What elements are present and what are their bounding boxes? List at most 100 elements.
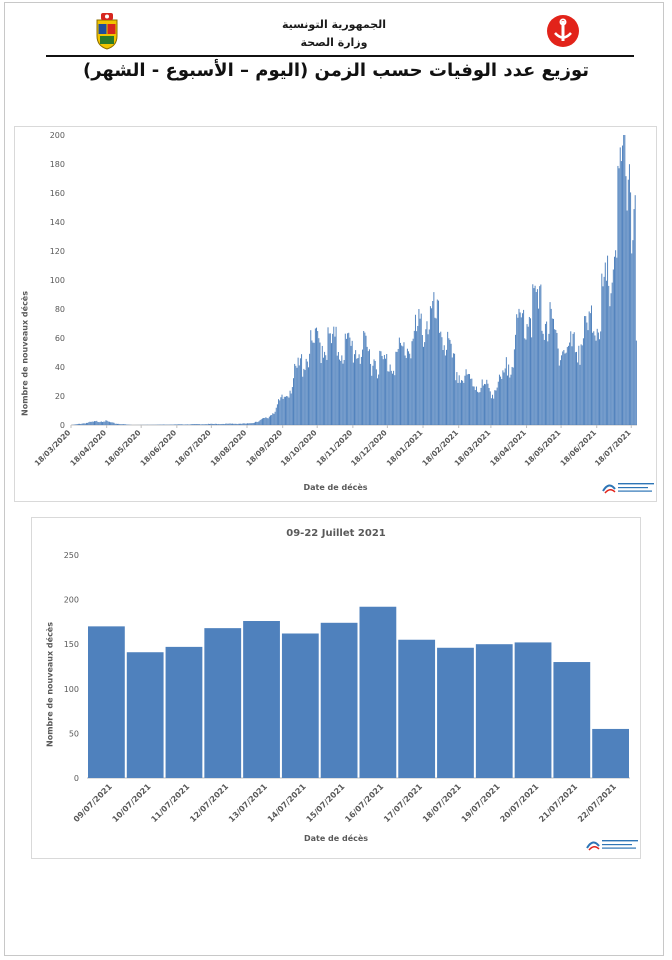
chart1-bar <box>444 355 446 425</box>
chart1-bar <box>75 424 77 425</box>
chart1-bar <box>286 396 288 425</box>
chart1-bar <box>397 348 399 425</box>
chart1-bar <box>325 355 327 425</box>
chart1-bar <box>480 387 482 425</box>
chart2-bar <box>320 622 358 778</box>
chart1-bar <box>364 332 366 425</box>
chart1-bar <box>582 338 584 425</box>
chart1-bar <box>428 329 430 425</box>
chart1-bar <box>191 424 193 425</box>
chart1-bar <box>267 418 269 425</box>
chart1-bar <box>459 382 461 425</box>
chart1-bar <box>257 422 259 425</box>
chart1-bar <box>112 422 114 425</box>
chart1-bar <box>296 367 298 425</box>
chart1-bar <box>117 423 118 425</box>
chart1-bar <box>452 353 454 425</box>
chart1-bar <box>195 424 197 425</box>
chart1-bar <box>589 313 591 425</box>
chart1-bar <box>335 326 337 425</box>
chart1-bar <box>553 318 554 425</box>
chart1-bar <box>612 269 614 425</box>
chart1-bar <box>386 354 388 425</box>
chart1-bar <box>466 374 468 425</box>
chart1-bar <box>121 424 123 425</box>
chart1-bar <box>106 420 108 425</box>
chart1-bar <box>181 424 183 425</box>
chart1-bar <box>108 421 110 425</box>
chart1-bar <box>441 337 443 425</box>
chart1-bar <box>283 396 285 425</box>
chart1-bar <box>227 423 229 425</box>
chart1-bar <box>252 422 254 425</box>
chart1-bar <box>442 349 444 425</box>
chart1-y-tick-label: 140 <box>50 218 65 227</box>
chart1-bar <box>83 423 85 425</box>
chart1-bar <box>559 360 561 425</box>
chart1-bar <box>562 351 564 425</box>
chart1-bar <box>405 358 407 425</box>
chart2-y-tick-label: 100 <box>64 685 79 694</box>
ministry-health-logo-icon <box>547 15 579 47</box>
chart1-bar <box>197 424 199 425</box>
chart1-bar <box>566 347 568 425</box>
chart1-bar <box>596 328 598 425</box>
chart1-bar <box>76 424 78 425</box>
chart1-bar <box>528 316 530 425</box>
chart1-bar <box>425 329 427 425</box>
chart1-bar <box>424 342 426 425</box>
chart1-bar <box>371 375 373 425</box>
chart1-bar <box>342 363 344 425</box>
chart1-bar <box>396 351 398 425</box>
chart-daily-deaths: 0 20 40 60 80 100 120 140 160 180 200 18/03/2020 18/… <box>14 126 657 502</box>
chart1-bar <box>238 423 240 425</box>
chart1-bar <box>472 386 474 425</box>
chart2-x-tick-label: 14/07/2021 <box>266 782 308 824</box>
chart1-bar <box>349 337 351 425</box>
chart1-bar <box>555 329 557 425</box>
chart1-bar <box>370 363 372 425</box>
chart1-bar <box>429 306 431 425</box>
chart1-bar <box>469 374 471 425</box>
chart1-bar <box>175 424 177 425</box>
chart1-y-tick-label: 60 <box>55 334 65 343</box>
chart1-bar <box>608 285 610 425</box>
chart1-bar <box>512 367 514 425</box>
chart1-bar <box>230 423 232 425</box>
chart1-bar <box>287 396 289 425</box>
chart1-bar <box>174 424 176 425</box>
chart1-bar <box>303 368 305 425</box>
chart1-bar <box>617 165 619 426</box>
chart1-bar <box>311 340 313 425</box>
chart1-x-tick-label: 18/05/2020 <box>103 428 143 468</box>
chart1-bar <box>398 337 400 425</box>
chart1-bar <box>623 135 625 425</box>
chart1-bar <box>251 423 253 425</box>
chart1-bar <box>435 318 437 425</box>
chart1-bar <box>99 421 101 425</box>
chart1-bar <box>221 423 223 425</box>
chart1-bar <box>215 423 217 425</box>
chart1-bar <box>603 276 605 425</box>
chart2-x-tick-label: 17/07/2021 <box>382 782 424 824</box>
chart1-bar <box>220 424 222 425</box>
chart1-bar <box>105 420 107 425</box>
chart1-bar <box>482 385 484 425</box>
chart1-x-tick-label: 18/08/2020 <box>209 428 249 468</box>
chart1-bar <box>362 349 364 425</box>
chart1-bar <box>493 398 495 425</box>
chart1-bar <box>256 421 258 425</box>
chart1-bar <box>490 398 492 425</box>
chart1-bar <box>318 338 320 425</box>
chart1-bar <box>233 423 235 425</box>
chart1-bar <box>90 421 92 425</box>
chart1-bar <box>87 422 89 425</box>
chart1-bar <box>556 332 558 425</box>
chart1-bar <box>356 358 358 425</box>
chart1-bar <box>578 345 580 425</box>
chart-weekly-deaths: 09-22 Juillet 2021 0 50 100 150 200 250 09/07/… <box>31 517 641 859</box>
chart1-bar <box>473 386 475 425</box>
chart1-bar <box>561 355 563 425</box>
chart2-x-tick-label: 20/07/2021 <box>498 782 540 824</box>
chart1-bar <box>411 341 413 425</box>
